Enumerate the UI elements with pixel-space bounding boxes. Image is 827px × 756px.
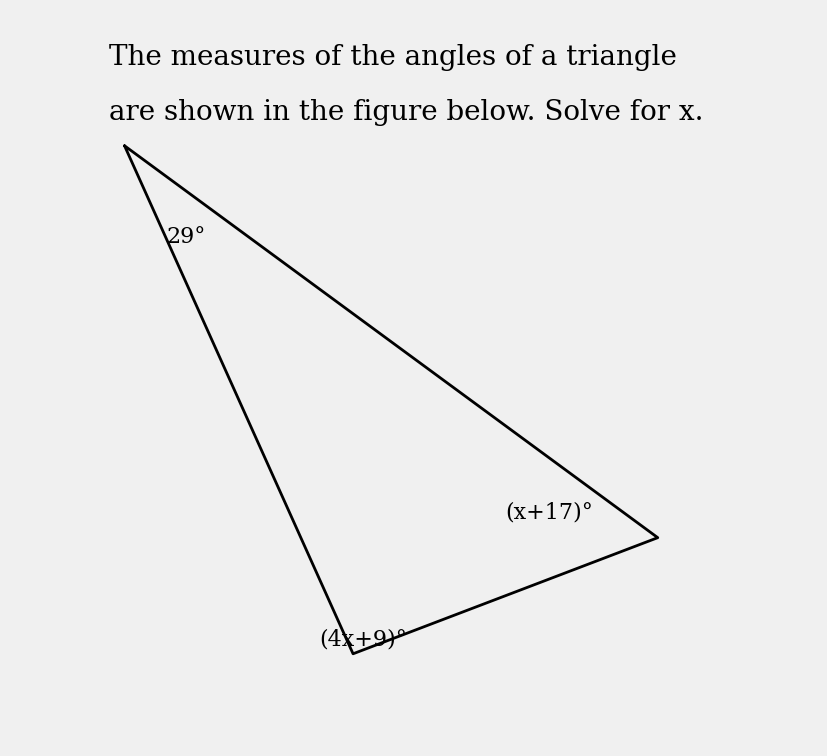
- Text: 29°: 29°: [166, 225, 206, 248]
- Text: (4x+9)°: (4x+9)°: [318, 628, 406, 650]
- Text: are shown in the figure below. Solve for x.: are shown in the figure below. Solve for…: [109, 98, 703, 125]
- Text: (x+17)°: (x+17)°: [504, 501, 592, 523]
- Text: The measures of the angles of a triangle: The measures of the angles of a triangle: [109, 44, 676, 71]
